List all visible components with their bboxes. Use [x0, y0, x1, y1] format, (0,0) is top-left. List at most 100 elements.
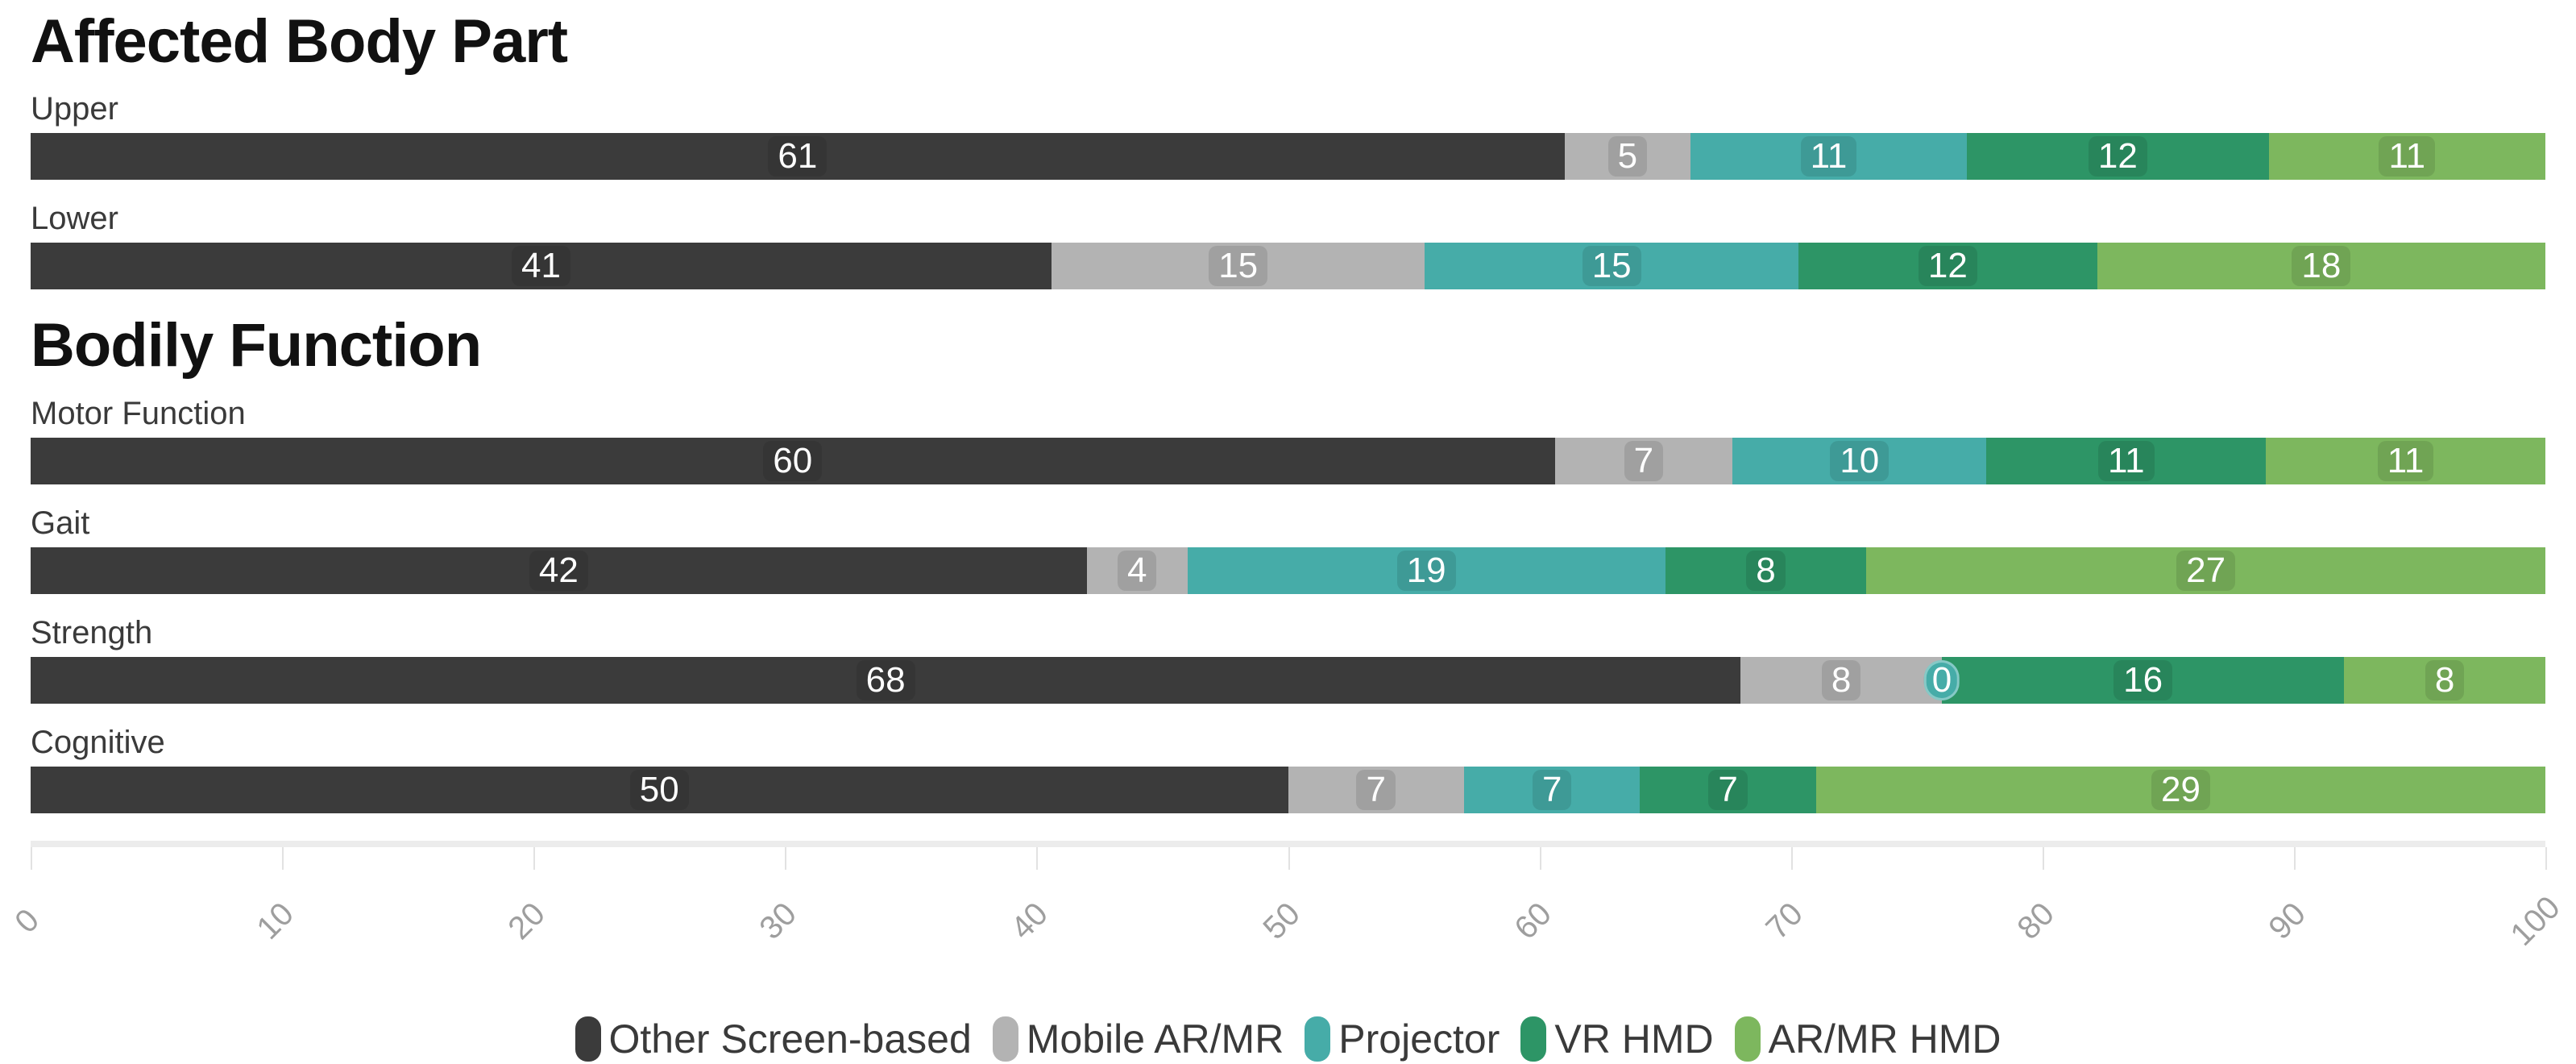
bar-segment-other-screen-based: 42	[31, 547, 1087, 594]
stacked-bar: 41 15 15 12 18	[31, 243, 2545, 290]
legend-swatch-icon	[1520, 1016, 1547, 1062]
bar-segment-ar-mr-hmd: 8	[2344, 656, 2545, 704]
segment-value-label: 11	[2377, 440, 2434, 481]
segment-value-label: 8	[1821, 659, 1861, 700]
stacked-bar: 60 7 10 11 11	[31, 437, 2545, 484]
stacked-bar: 42 4 19 8 27	[31, 547, 2545, 594]
segment-value-label: 15	[1582, 246, 1641, 287]
bar-segment-vr-hmd: 16	[1941, 656, 2345, 704]
category-label: Upper	[31, 91, 118, 127]
section-title: Affected Body Part	[31, 7, 568, 76]
bar-segment-other-screen-based: 60	[31, 437, 1555, 484]
bar-segment-mobile-ar-mr: 4	[1086, 547, 1188, 594]
x-axis-tick	[1036, 846, 1039, 870]
x-axis-tick	[785, 846, 787, 870]
x-axis-tick-label: 90	[2262, 896, 2313, 946]
bar-segment-vr-hmd: 12	[1967, 133, 2269, 181]
legend-label: Mobile AR/MR	[1026, 1016, 1284, 1062]
segment-value-label: 19	[1396, 550, 1456, 591]
x-axis-tick-label: 70	[1759, 896, 1810, 946]
chart-section-affected-body-part: Affected Body Part Upper 61 5 11 12 11 Lower 41 1…	[31, 6, 2545, 290]
segment-value-label: 11	[2097, 440, 2155, 481]
bar-segment-ar-mr-hmd: 18	[2097, 243, 2545, 290]
bar-row-gait: Gait 42 4 19 8 27	[31, 504, 2545, 594]
x-axis-tick	[2545, 846, 2547, 870]
bar-segment-projector: 7	[1463, 766, 1641, 813]
segment-value-label: 11	[1800, 136, 1857, 177]
bar-row-motor-function: Motor Function 60 7 10 11 11	[31, 394, 2545, 484]
stacked-bar: 68 8 0 16 8	[31, 656, 2545, 704]
bar-segment-ar-mr-hmd: 27	[1866, 547, 2545, 594]
bar-segment-projector: 11	[1690, 133, 1968, 181]
segment-value-label: 18	[2292, 246, 2351, 287]
legend-item-ar-mr-hmd: AR/MR HMD	[1734, 1016, 2001, 1062]
x-axis-tick-label: 0	[8, 902, 47, 940]
bar-row-cognitive: Cognitive 50 7 7 7 29	[31, 723, 2545, 813]
bar-segment-mobile-ar-mr: 15	[1051, 243, 1425, 290]
bar-segment-vr-hmd: 11	[1986, 437, 2267, 484]
category-label: Lower	[31, 201, 118, 237]
x-axis-line	[31, 840, 2545, 847]
category-label: Strength	[31, 614, 153, 650]
segment-value-label: 41	[511, 246, 570, 287]
category-label: Motor Function	[31, 395, 246, 431]
x-axis-tick-label: 40	[1004, 896, 1056, 946]
x-axis-tick	[1539, 846, 1541, 870]
segment-value-label: 7	[1532, 769, 1572, 810]
x-axis-tick	[1790, 846, 1793, 870]
legend-label: Projector	[1338, 1016, 1500, 1062]
stacked-bar: 61 5 11 12 11	[31, 133, 2545, 181]
bar-segment-ar-mr-hmd: 11	[2268, 133, 2545, 181]
segment-value-label: 8	[2425, 659, 2465, 700]
segment-value-label: 12	[1918, 246, 1977, 287]
x-axis-tick	[31, 846, 32, 870]
bar-segment-projector: 10	[1732, 437, 1987, 484]
bar-segment-other-screen-based: 41	[31, 243, 1052, 290]
bar-segment-vr-hmd: 7	[1640, 766, 1816, 813]
segment-value-label: 29	[2151, 769, 2210, 810]
bar-segment-vr-hmd: 8	[1665, 547, 1867, 594]
segment-value-label: 10	[1830, 440, 1889, 481]
segment-value-label: 68	[856, 659, 915, 700]
bar-segment-projector: 15	[1425, 243, 1798, 290]
bar-segment-ar-mr-hmd: 11	[2266, 437, 2545, 484]
bar-row-upper: Upper 61 5 11 12 11	[31, 89, 2545, 181]
segment-value-label: 11	[2379, 136, 2436, 177]
segment-value-label: 42	[529, 550, 588, 591]
legend-item-other-screen-based: Other Screen-based	[575, 1016, 972, 1062]
legend-swatch-icon	[992, 1016, 1018, 1062]
segment-value-label: 8	[1746, 550, 1786, 591]
bar-segment-ar-mr-hmd: 29	[1815, 766, 2545, 813]
category-label: Cognitive	[31, 724, 165, 760]
segment-value-label: 16	[2113, 659, 2173, 700]
x-axis-tick-label: 30	[753, 896, 804, 946]
bar-row-lower: Lower 41 15 15 12 18	[31, 199, 2545, 290]
chart-section-bodily-function: Bodily Function Motor Function 60 7 10 11 11 Ga…	[31, 310, 2545, 813]
segment-value-label: 50	[629, 769, 689, 810]
bar-segment-mobile-ar-mr: 5	[1564, 133, 1690, 181]
segment-value-label: 4	[1117, 550, 1157, 591]
x-axis-tick-label: 80	[2010, 896, 2061, 946]
bar-segment-projector: 19	[1187, 547, 1665, 594]
legend-item-mobile-ar-mr: Mobile AR/MR	[992, 1016, 1284, 1062]
section-title: Bodily Function	[31, 311, 482, 380]
legend-label: Other Screen-based	[608, 1016, 972, 1062]
segment-value-label: 5	[1607, 136, 1648, 177]
x-axis: 0 10 20 30 40 50 60 70 80 90 100	[8, 840, 2567, 1010]
x-axis-tick	[1288, 846, 1290, 870]
bar-segment-other-screen-based: 50	[31, 766, 1288, 813]
bar-segment-mobile-ar-mr: 7	[1554, 437, 1733, 484]
legend-swatch-icon	[575, 1016, 601, 1062]
category-label: Gait	[31, 505, 90, 541]
bar-segment-vr-hmd: 12	[1798, 243, 2097, 290]
x-axis-tick	[282, 846, 284, 870]
legend-label: AR/MR HMD	[1768, 1016, 2001, 1062]
x-axis-tick	[2293, 846, 2296, 870]
legend-item-vr-hmd: VR HMD	[1520, 1016, 1714, 1062]
bar-row-strength: Strength 68 8 0 16 8	[31, 613, 2545, 704]
legend-item-projector: Projector	[1305, 1016, 1500, 1062]
segment-value-label: 7	[1624, 440, 1664, 481]
bar-segment-mobile-ar-mr: 7	[1288, 766, 1464, 813]
segment-value-label: 0	[1923, 659, 1960, 700]
segment-value-label: 61	[768, 136, 828, 177]
